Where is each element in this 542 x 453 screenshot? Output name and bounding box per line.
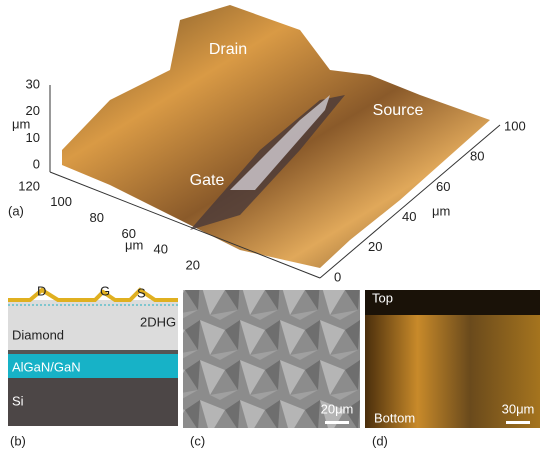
- image-label: Bottom: [374, 410, 415, 425]
- contact-label: D: [37, 283, 46, 298]
- tick-label: 20: [186, 257, 200, 272]
- tick-label: 60: [436, 179, 450, 194]
- scale-bar-label: 30μm: [502, 401, 535, 416]
- tick-label: 0: [334, 269, 341, 284]
- contact-label: G: [100, 283, 110, 298]
- optical-image-top: [365, 290, 540, 315]
- channel-label: 2DHG: [140, 314, 176, 329]
- panel-label: (d): [372, 433, 388, 448]
- contact-label: S: [137, 285, 146, 300]
- scale-bar-label: 20μm: [321, 401, 354, 416]
- left-axis: [49, 171, 321, 279]
- tick-label: 20: [26, 103, 40, 118]
- tick-label: 80: [90, 210, 104, 225]
- panel-label: (c): [190, 433, 205, 448]
- tick-label: 20: [368, 239, 382, 254]
- tick-label: 80: [470, 149, 484, 164]
- region-label: Gate: [190, 172, 225, 189]
- axis-unit: μm: [12, 116, 30, 131]
- tick-label: 30: [26, 76, 40, 91]
- tick-label: 120: [18, 178, 40, 193]
- tick-label: 40: [402, 209, 416, 224]
- layer-stack: [8, 287, 178, 426]
- layer-label: Diamond: [12, 327, 64, 342]
- tick-label: 0: [33, 156, 40, 171]
- region-label: Drain: [209, 41, 247, 58]
- layer-label: AlGaN/GaN: [12, 359, 81, 374]
- tick-label: 100: [50, 194, 72, 209]
- tick-label: 60: [122, 226, 136, 241]
- right-axis: [319, 124, 501, 279]
- scale-bar: [506, 421, 530, 424]
- axis-unit: μm: [432, 203, 450, 218]
- image-label: Top: [372, 290, 393, 305]
- tick-label: 40: [154, 242, 168, 257]
- scale-bar: [325, 421, 349, 424]
- panel-label: (a): [8, 203, 24, 218]
- panel-label: (b): [10, 433, 26, 448]
- tick-label: 100: [504, 118, 526, 133]
- sem-image: [183, 290, 360, 428]
- axis-unit: μm: [125, 237, 143, 252]
- layer-label: Si: [12, 393, 24, 408]
- region-label: Source: [373, 102, 424, 119]
- tick-label: 10: [26, 130, 40, 145]
- surface-3d: [62, 5, 490, 268]
